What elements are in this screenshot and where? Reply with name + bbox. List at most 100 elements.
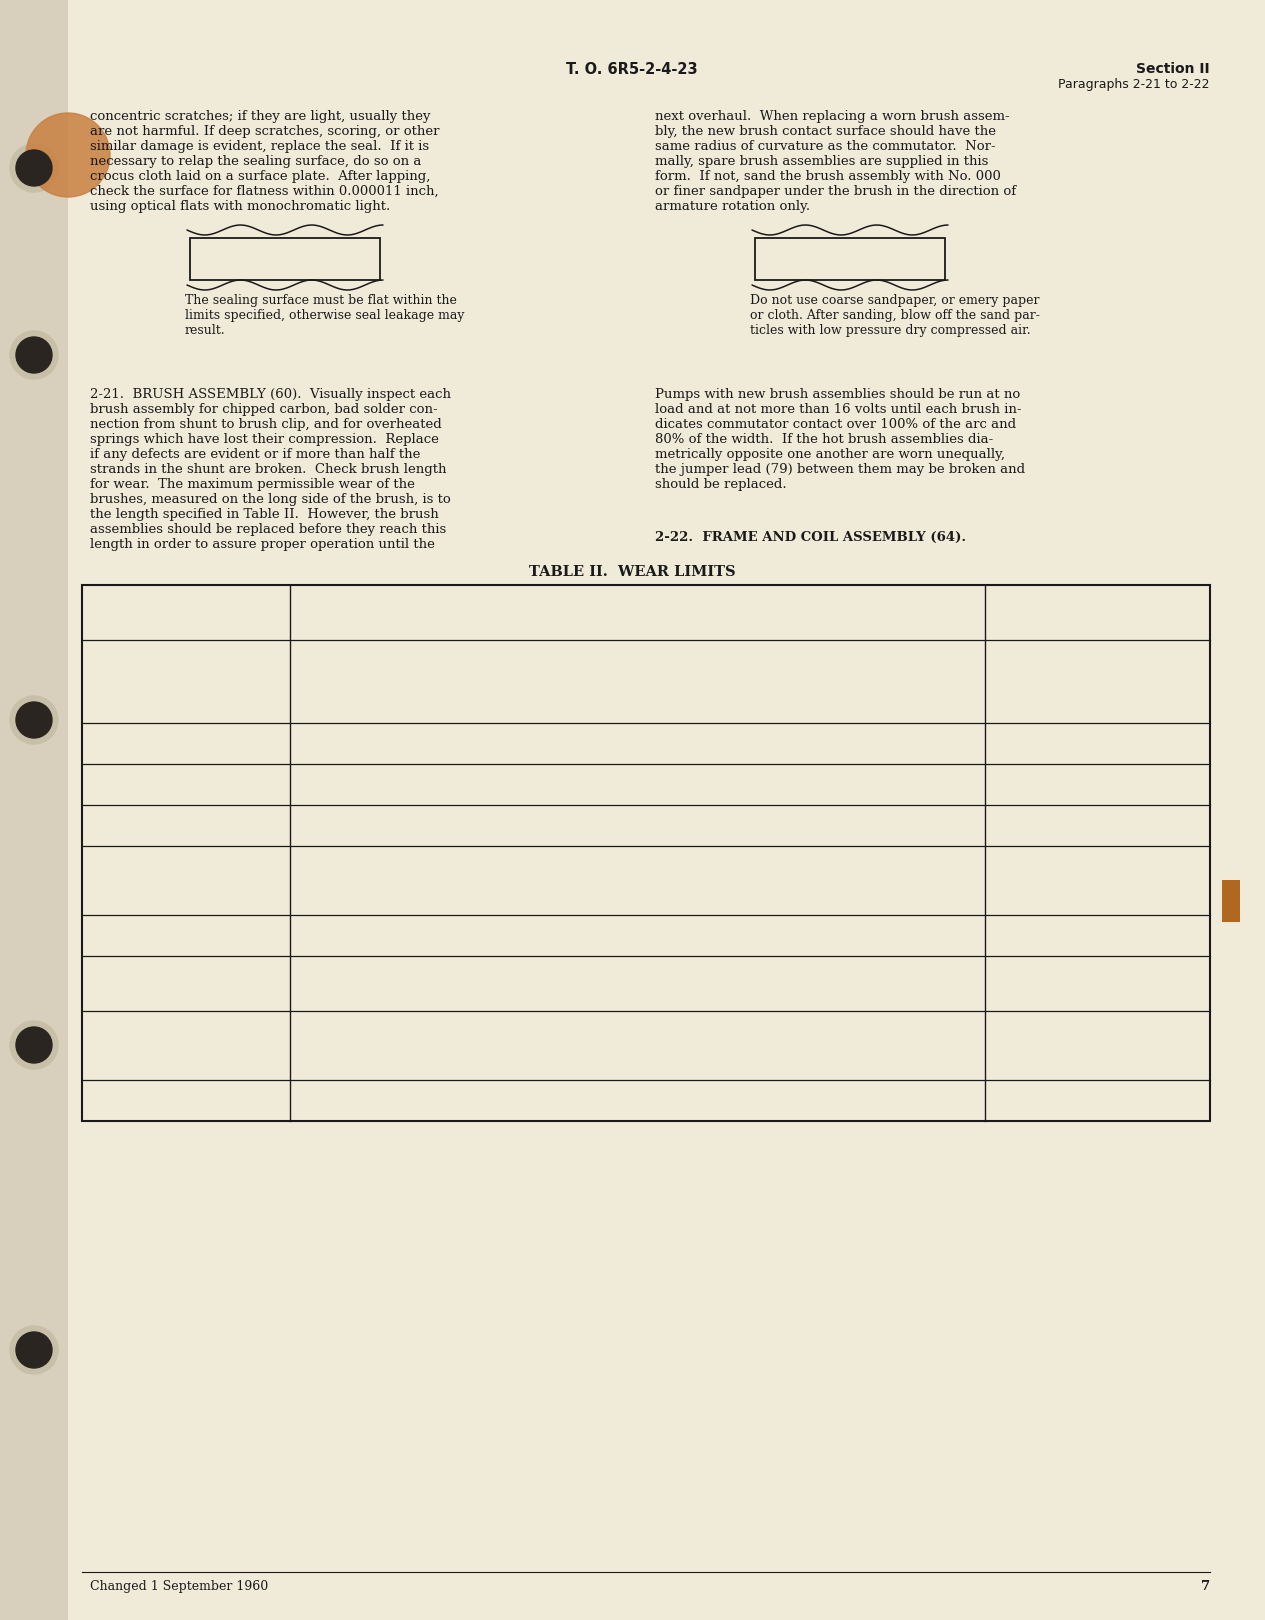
Text: assemblies should be replaced before they reach this: assemblies should be replaced before the… [90, 523, 447, 536]
Text: Motor cover machine screws: Motor cover machine screws [299, 1017, 482, 1030]
Text: ARMATURE: ARMATURE [90, 646, 173, 659]
Text: 60 lb in.  max: 60 lb in. max [1116, 1032, 1202, 1045]
Circle shape [16, 337, 52, 373]
Text: are not harmful. If deep scratches, scoring, or other: are not harmful. If deep scratches, scor… [90, 125, 439, 138]
Text: or cloth. After sanding, blow off the sand par-: or cloth. After sanding, blow off the sa… [750, 309, 1040, 322]
Text: if any defects are evident or if more than half the: if any defects are evident or if more th… [90, 449, 420, 462]
Text: TABLE II.  WEAR LIMITS: TABLE II. WEAR LIMITS [529, 565, 735, 578]
Text: dicates commutator contact over 100% of the arc and: dicates commutator contact over 100% of … [655, 418, 1016, 431]
Text: mally, spare brush assemblies are supplied in this: mally, spare brush assemblies are suppli… [655, 156, 988, 168]
Circle shape [16, 701, 52, 739]
Text: crocus cloth laid on a surface plate.  After lapping,: crocus cloth laid on a surface plate. Af… [90, 170, 430, 183]
Text: CAUTION: CAUTION [245, 248, 325, 262]
Text: CAUTION: CAUTION [811, 248, 889, 262]
Text: Minimum: Minimum [299, 1102, 358, 1115]
Text: 0. 3145 in.: 0. 3145 in. [1135, 881, 1202, 894]
Text: Impeller self-locking nut: Impeller self-locking nut [299, 1032, 453, 1045]
Text: bly, the new brush contact surface should have the: bly, the new brush contact surface shoul… [655, 125, 996, 138]
Text: 35-40 lb in.: 35-40 lb in. [1130, 1059, 1202, 1072]
Text: New, maximum/minimum: New, maximum/minimum [299, 812, 459, 825]
Text: ticles with low pressure dry compressed air.: ticles with low pressure dry compressed … [750, 324, 1031, 337]
Text: Armature iron, total indicator reading: Armature iron, total indicator reading [299, 661, 539, 674]
Text: Commutator, as is,  total indicator reading: Commutator, as is, total indicator readi… [299, 676, 568, 688]
Text: 0. 0030 in.: 0. 0030 in. [1135, 991, 1202, 1004]
Text: 1. 195 in.: 1. 195 in. [1142, 744, 1202, 757]
Text: New, nominal length: New, nominal length [299, 591, 429, 604]
Circle shape [10, 1327, 58, 1374]
Text: BRUSHES: BRUSHES [90, 591, 162, 604]
Text: Maximum: Maximum [299, 771, 361, 784]
Text: should be replaced.: should be replaced. [655, 478, 787, 491]
Text: END PLAY: END PLAY [90, 936, 162, 949]
Text: Commutator, new, total indicator reading: Commutator, new, total indicator reading [299, 688, 560, 701]
Text: armature rotation only.: armature rotation only. [655, 199, 810, 212]
Text: 7: 7 [1200, 1580, 1211, 1592]
Text: load and at not more than 16 volts until each brush in-: load and at not more than 16 volts until… [655, 403, 1022, 416]
Text: Anti-pump end, new, minimum: Anti-pump end, new, minimum [299, 881, 491, 894]
Text: 0. 8665 in.: 0. 8665 in. [1135, 826, 1202, 839]
Text: same radius of curvature as the commutator.  Nor-: same radius of curvature as the commutat… [655, 139, 996, 152]
Text: 48. 5 ohms: 48. 5 ohms [1132, 1087, 1202, 1100]
Text: brush assembly for chipped carbon, bad solder con-: brush assembly for chipped carbon, bad s… [90, 403, 438, 416]
Text: necessary to relap the sealing surface, do so on a: necessary to relap the sealing surface, … [90, 156, 421, 168]
Text: metrically opposite one another are worn unequally,: metrically opposite one another are worn… [655, 449, 1004, 462]
Text: New, nominal diameter: New, nominal diameter [299, 731, 445, 744]
Text: 7/16 in.: 7/16 in. [1154, 606, 1202, 619]
Text: next overhaul.  When replacing a worn brush assem-: next overhaul. When replacing a worn bru… [655, 110, 1009, 123]
Text: brushes, measured on the long side of the brush, is to: brushes, measured on the long side of th… [90, 492, 450, 505]
Text: or finer sandpaper under the brush in the direction of: or finer sandpaper under the brush in th… [655, 185, 1016, 198]
Text: SHUNT FIELD: SHUNT FIELD [90, 1087, 191, 1100]
Text: length in order to assure proper operation until the: length in order to assure proper operati… [90, 538, 435, 551]
Text: Impeller end, total indicator reading: Impeller end, total indicator reading [299, 646, 530, 659]
Text: similar damage is evident, replace the seal.  If it is: similar damage is evident, replace the s… [90, 139, 429, 152]
Text: Worn, minimum length: Worn, minimum length [299, 620, 443, 633]
FancyBboxPatch shape [190, 238, 380, 280]
Text: 0.0005 in.: 0.0005 in. [1138, 688, 1202, 701]
Text: springs which have lost their compression.  Replace: springs which have lost their compressio… [90, 433, 439, 446]
Text: 1. 250 in.: 1. 250 in. [1142, 731, 1202, 744]
Text: Squareness with diffuser face, total indicator reading: Squareness with diffuser face, total ind… [299, 977, 638, 990]
Circle shape [16, 151, 52, 186]
Circle shape [27, 113, 110, 198]
Text: Through studs: Through studs [299, 1059, 390, 1072]
Circle shape [10, 144, 58, 193]
Text: 0. 3149 in.: 0. 3149 in. [1135, 854, 1202, 867]
Text: Section II: Section II [1136, 62, 1211, 76]
Text: TORQUE LIMITS: TORQUE LIMITS [90, 1017, 209, 1030]
Circle shape [16, 1027, 52, 1063]
Text: 42. 5 ohms: 42. 5 ohms [1132, 1102, 1202, 1115]
Text: 0. 0040 in.: 0. 0040 in. [1135, 977, 1202, 990]
Text: Maximum: Maximum [299, 936, 361, 949]
Text: RESISTANCE: RESISTANCE [90, 1102, 183, 1115]
Text: result.: result. [185, 324, 225, 337]
Text: BEARING BORE: BEARING BORE [90, 812, 204, 825]
Text: strands in the shunt are broken.  Check brush length: strands in the shunt are broken. Check b… [90, 463, 447, 476]
Text: CLEARANCE (See fig. 2-3.): CLEARANCE (See fig. 2-3.) [90, 786, 280, 799]
Text: IMPELLER: IMPELLER [90, 771, 166, 784]
Circle shape [10, 1021, 58, 1069]
Text: The sealing surface must be flat within the: The sealing surface must be flat within … [185, 293, 457, 308]
Text: 80% of the width.  If the hot brush assemblies dia-: 80% of the width. If the hot brush assem… [655, 433, 993, 446]
Text: DIAMETERS: DIAMETERS [90, 867, 178, 880]
Text: ARMATURE SHAFT: ARMATURE SHAFT [90, 922, 226, 935]
Text: 12-15 lb in.: 12-15 lb in. [1130, 1017, 1202, 1030]
Text: With throat bore total indicator reading: With throat bore total indicator reading [299, 962, 550, 975]
Text: Changed 1 September 1960: Changed 1 September 1960 [90, 1580, 268, 1592]
Text: Shaft wobble, total indicator reading: Shaft wobble, total indicator reading [299, 991, 533, 1004]
Text: 5/16 in.: 5/16 in. [1154, 620, 1202, 633]
Text: nection from shunt to brush clip, and for overheated: nection from shunt to brush clip, and fo… [90, 418, 441, 431]
Text: Turned, minimum diameter: Turned, minimum diameter [299, 744, 472, 757]
Text: the jumper lead (79) between them may be broken and: the jumper lead (79) between them may be… [655, 463, 1025, 476]
Text: 0.0040 in.: 0.0040 in. [1138, 786, 1202, 799]
Text: 0.0050 in.: 0.0050 in. [1138, 936, 1202, 949]
Text: 0.0002 in.: 0.0002 in. [1138, 703, 1202, 716]
Text: Worn, maximum: Worn, maximum [299, 826, 401, 839]
Text: CONCENTRICITY: CONCENTRICITY [90, 661, 213, 674]
Text: Worn, minimum: Worn, minimum [299, 867, 398, 880]
Text: Pump end, new, minimum: Pump end, new, minimum [299, 854, 462, 867]
Bar [1222, 880, 1240, 922]
Text: 0.0020 in.: 0.0020 in. [1138, 661, 1202, 674]
Text: RUNOUT: RUNOUT [90, 977, 154, 990]
Text: form.  If not, sand the brush assembly with No. 000: form. If not, sand the brush assembly wi… [655, 170, 1001, 183]
Bar [82, 585, 1211, 1121]
